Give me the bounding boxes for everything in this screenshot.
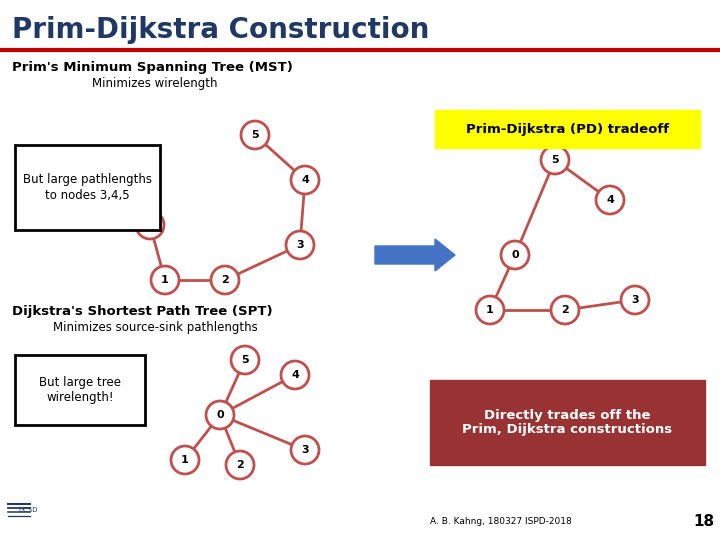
Circle shape bbox=[281, 361, 309, 389]
Circle shape bbox=[171, 446, 199, 474]
Text: 3: 3 bbox=[631, 295, 639, 305]
Text: Minimizes wirelength: Minimizes wirelength bbox=[92, 78, 217, 91]
Text: 5: 5 bbox=[552, 155, 559, 165]
Circle shape bbox=[211, 266, 239, 294]
Circle shape bbox=[541, 146, 569, 174]
Circle shape bbox=[621, 286, 649, 314]
Text: 4: 4 bbox=[606, 195, 614, 205]
Text: 1: 1 bbox=[161, 275, 169, 285]
Circle shape bbox=[151, 266, 179, 294]
Circle shape bbox=[291, 436, 319, 464]
Text: 2: 2 bbox=[236, 460, 244, 470]
Text: A. B. Kahng, 180327 ISPD-2018: A. B. Kahng, 180327 ISPD-2018 bbox=[430, 517, 572, 526]
Text: But large tree
wirelength!: But large tree wirelength! bbox=[39, 376, 121, 404]
Circle shape bbox=[241, 121, 269, 149]
Circle shape bbox=[231, 346, 259, 374]
Circle shape bbox=[206, 401, 234, 429]
Circle shape bbox=[226, 451, 254, 479]
Circle shape bbox=[136, 211, 164, 239]
Text: 2: 2 bbox=[221, 275, 229, 285]
Text: 0: 0 bbox=[216, 410, 224, 420]
Bar bbox=[435, 110, 700, 148]
Text: UCSD: UCSD bbox=[18, 507, 37, 513]
Text: Minimizes source-sink pathlengths: Minimizes source-sink pathlengths bbox=[53, 321, 257, 334]
FancyArrow shape bbox=[375, 239, 455, 271]
Text: 1: 1 bbox=[486, 305, 494, 315]
Text: 0: 0 bbox=[146, 220, 154, 230]
Bar bbox=[15, 145, 160, 230]
Text: 5: 5 bbox=[241, 355, 249, 365]
Circle shape bbox=[501, 241, 529, 269]
Circle shape bbox=[596, 186, 624, 214]
Text: 1: 1 bbox=[181, 455, 189, 465]
Text: Prim-Dijkstra Construction: Prim-Dijkstra Construction bbox=[12, 16, 429, 44]
Text: Prim's Minimum Spanning Tree (MST): Prim's Minimum Spanning Tree (MST) bbox=[12, 62, 293, 75]
Text: 0: 0 bbox=[511, 250, 519, 260]
Text: Dijkstra's Shortest Path Tree (SPT): Dijkstra's Shortest Path Tree (SPT) bbox=[12, 306, 273, 319]
Bar bbox=[15, 355, 145, 425]
Text: 3: 3 bbox=[296, 240, 304, 250]
Circle shape bbox=[286, 231, 314, 259]
Text: 2: 2 bbox=[561, 305, 569, 315]
Text: Prim-Dijkstra (PD) tradeoff: Prim-Dijkstra (PD) tradeoff bbox=[466, 123, 669, 136]
Text: 5: 5 bbox=[251, 130, 258, 140]
Text: 4: 4 bbox=[301, 175, 309, 185]
Text: 18: 18 bbox=[693, 515, 714, 530]
Text: 4: 4 bbox=[291, 370, 299, 380]
Text: But large pathlengths
to nodes 3,4,5: But large pathlengths to nodes 3,4,5 bbox=[23, 173, 152, 201]
Circle shape bbox=[551, 296, 579, 324]
Circle shape bbox=[291, 166, 319, 194]
Circle shape bbox=[476, 296, 504, 324]
Text: 3: 3 bbox=[301, 445, 309, 455]
Bar bbox=[430, 380, 705, 465]
Text: Directly trades off the
Prim, Dijkstra constructions: Directly trades off the Prim, Dijkstra c… bbox=[462, 408, 672, 436]
